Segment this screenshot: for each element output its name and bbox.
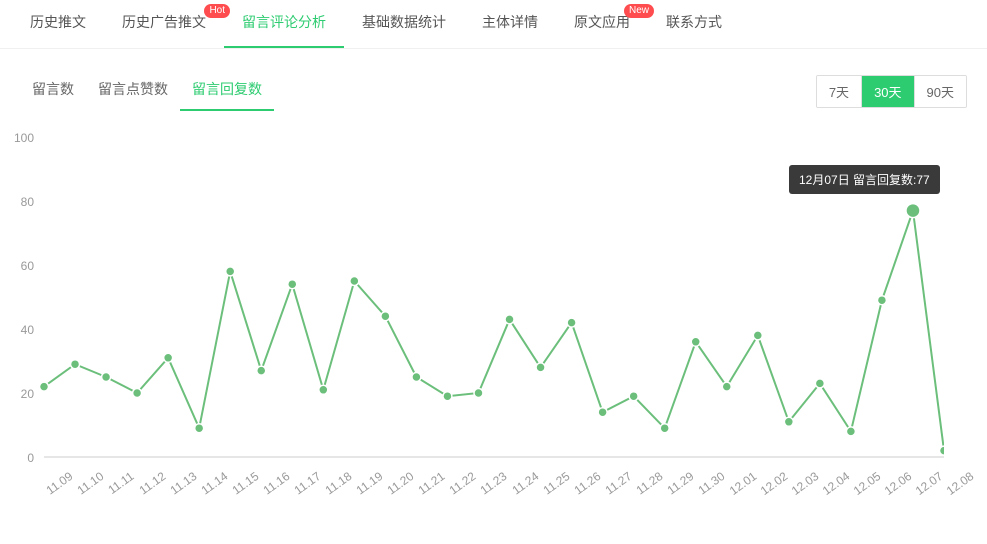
chart-point[interactable] [164,353,173,362]
y-tick-label: 100 [6,131,34,145]
chart-point[interactable] [133,389,142,398]
top-tab-label: 历史推文 [30,14,86,30]
top-tab-0[interactable]: 历史推文 [12,0,104,48]
chart-point[interactable] [877,296,886,305]
chart-point[interactable] [815,379,824,388]
chart-area: 02040608010011.0911.1011.1111.1211.1311.… [0,111,987,515]
range-btn-90天[interactable]: 90天 [914,76,966,107]
range-btn-30天[interactable]: 30天 [861,76,913,107]
top-tab-6[interactable]: 联系方式 [648,0,740,48]
chart-line [44,211,944,451]
y-tick-label: 60 [6,259,34,273]
chart-point[interactable] [412,373,421,382]
chart-point[interactable] [319,385,328,394]
top-tab-5[interactable]: 原文应用New [556,0,648,48]
chart-point[interactable] [536,363,545,372]
sub-row: 留言数留言点赞数留言回复数 7天30天90天 [0,49,987,111]
chart-point[interactable] [846,427,855,436]
metric-tab-0[interactable]: 留言数 [20,71,86,111]
metric-tab-1[interactable]: 留言点赞数 [86,71,180,111]
metric-tabs: 留言数留言点赞数留言回复数 [20,71,274,111]
chart-tooltip: 12月07日 留言回复数:77 [789,165,940,194]
top-tab-4[interactable]: 主体详情 [464,0,556,48]
chart-point[interactable] [753,331,762,340]
range-btn-7天[interactable]: 7天 [817,76,861,107]
chart-point[interactable] [288,280,297,289]
chart-point[interactable] [71,360,80,369]
chart-point[interactable] [505,315,514,324]
chart-point[interactable] [598,408,607,417]
chart-point[interactable] [257,366,266,375]
chart-point[interactable] [722,382,731,391]
y-tick-label: 20 [6,387,34,401]
chart-point[interactable] [350,277,359,286]
top-tabs: 历史推文 历史广告推文Hot 留言评论分析 基础数据统计 主体详情 原文应用New 联系方式 [0,0,987,49]
top-tab-label: 历史广告推文 [122,14,206,30]
chart-point[interactable] [474,389,483,398]
chart-point[interactable] [940,446,945,455]
y-tick-label: 80 [6,195,34,209]
top-tab-label: 留言评论分析 [242,14,326,30]
chart-point[interactable] [660,424,669,433]
top-tab-label: 主体详情 [482,14,538,30]
chart-point[interactable] [226,267,235,276]
top-tab-label: 基础数据统计 [362,14,446,30]
chart-point[interactable] [906,204,920,218]
chart-point[interactable] [567,318,576,327]
chart-point[interactable] [102,373,111,382]
chart-point[interactable] [195,424,204,433]
top-tab-3[interactable]: 基础数据统计 [344,0,464,48]
top-tab-2[interactable]: 留言评论分析 [224,0,344,48]
top-tab-1[interactable]: 历史广告推文Hot [104,0,224,48]
top-tab-label: 原文应用 [574,14,630,30]
chart-point[interactable] [443,392,452,401]
y-tick-label: 0 [6,451,34,465]
x-tick-label: 12.08 [944,469,977,498]
chart-point[interactable] [629,392,638,401]
metric-tab-2[interactable]: 留言回复数 [180,71,274,111]
y-tick-label: 40 [6,323,34,337]
range-buttons: 7天30天90天 [816,75,967,108]
top-tab-label: 联系方式 [666,14,722,30]
chart-point[interactable] [691,337,700,346]
chart-point[interactable] [40,382,49,391]
chart-point[interactable] [381,312,390,321]
chart-point[interactable] [784,417,793,426]
